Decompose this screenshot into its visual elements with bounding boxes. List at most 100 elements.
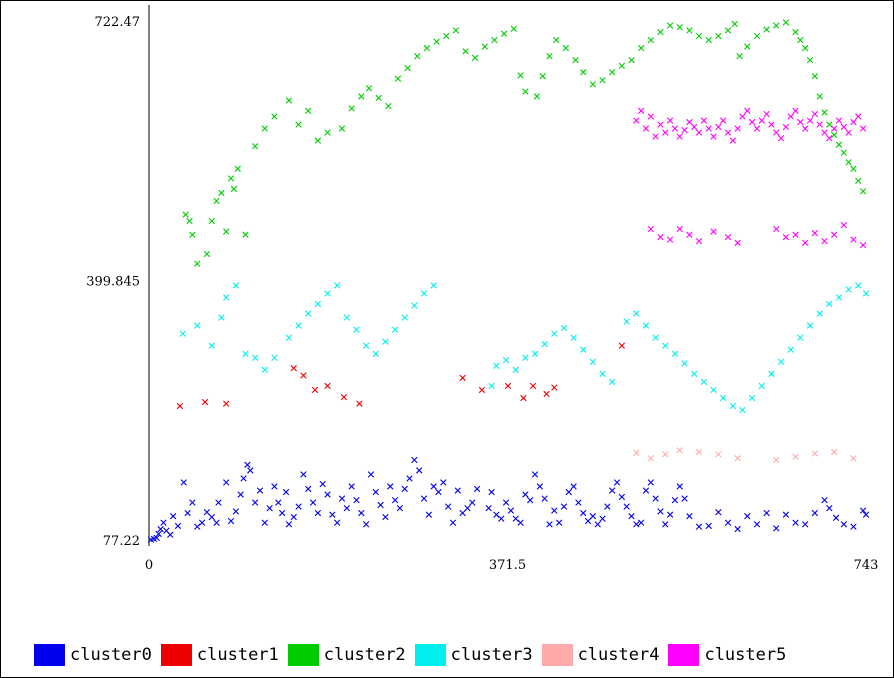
point-cluster0-114 bbox=[676, 483, 683, 490]
point-cluster4-2 bbox=[662, 451, 669, 458]
point-cluster3-27 bbox=[493, 362, 500, 370]
point-cluster2-10 bbox=[230, 185, 238, 193]
point-cluster5-34 bbox=[797, 118, 804, 126]
point-cluster0-126 bbox=[782, 511, 790, 518]
point-cluster4-1 bbox=[647, 455, 654, 462]
point-cluster0-111 bbox=[662, 521, 669, 528]
point-cluster0-80 bbox=[512, 515, 519, 522]
point-cluster5-42 bbox=[835, 117, 843, 124]
legend-label: cluster0 bbox=[70, 645, 152, 665]
point-cluster5-65 bbox=[850, 236, 857, 243]
point-cluster0-10 bbox=[180, 479, 187, 486]
point-cluster2-55 bbox=[647, 36, 654, 44]
point-cluster2-24 bbox=[365, 85, 373, 92]
point-cluster0-8 bbox=[169, 513, 177, 520]
point-cluster1-1 bbox=[201, 398, 209, 406]
legend-label: cluster1 bbox=[196, 645, 279, 665]
point-cluster0-22 bbox=[237, 491, 244, 498]
legend-label: cluster5 bbox=[704, 645, 787, 665]
point-cluster0-119 bbox=[715, 509, 722, 516]
point-cluster2-2 bbox=[189, 231, 196, 238]
point-cluster3-33 bbox=[551, 330, 558, 337]
point-cluster0-43 bbox=[329, 511, 336, 518]
point-cluster5-52 bbox=[686, 231, 693, 238]
point-cluster0-31 bbox=[275, 499, 282, 506]
point-cluster1-11 bbox=[504, 382, 512, 390]
point-cluster2-76 bbox=[816, 93, 823, 100]
point-cluster0-75 bbox=[488, 488, 495, 496]
point-cluster5-35 bbox=[802, 125, 809, 132]
legend-swatch bbox=[160, 644, 192, 666]
point-cluster0-134 bbox=[850, 523, 857, 530]
point-cluster0-5 bbox=[160, 519, 167, 526]
point-cluster5-41 bbox=[830, 125, 838, 132]
point-cluster2-15 bbox=[271, 113, 278, 120]
point-cluster0-101 bbox=[613, 479, 621, 486]
point-cluster0-104 bbox=[628, 513, 635, 520]
point-cluster0-110 bbox=[657, 508, 664, 515]
point-cluster2-11 bbox=[234, 165, 241, 172]
point-cluster5-9 bbox=[676, 133, 683, 140]
point-cluster3-42 bbox=[642, 322, 650, 329]
point-cluster2-16 bbox=[285, 97, 293, 104]
point-cluster0-88 bbox=[551, 507, 558, 514]
point-cluster0-82 bbox=[522, 491, 529, 498]
point-cluster4-6 bbox=[734, 455, 741, 462]
point-cluster0-18 bbox=[215, 499, 222, 506]
point-cluster5-4 bbox=[652, 133, 659, 140]
point-cluster4-0 bbox=[633, 449, 640, 456]
point-cluster2-14 bbox=[261, 125, 268, 132]
point-cluster3-29 bbox=[512, 366, 519, 374]
point-cluster0-128 bbox=[802, 521, 809, 528]
point-cluster5-0 bbox=[633, 117, 640, 124]
point-cluster5-15 bbox=[705, 125, 712, 132]
point-cluster5-44 bbox=[845, 129, 852, 136]
point-cluster2-7 bbox=[218, 189, 225, 197]
point-cluster5-59 bbox=[792, 231, 799, 238]
point-cluster4-10 bbox=[830, 448, 838, 456]
point-cluster2-54 bbox=[637, 44, 645, 52]
point-cluster2-45 bbox=[553, 36, 560, 44]
point-cluster2-48 bbox=[580, 69, 587, 76]
point-cluster3-63 bbox=[845, 286, 852, 293]
point-cluster3-4 bbox=[223, 294, 230, 301]
point-cluster3-24 bbox=[420, 290, 428, 297]
point-cluster0-84 bbox=[531, 471, 539, 478]
point-cluster5-57 bbox=[773, 225, 780, 233]
point-cluster3-14 bbox=[324, 290, 331, 297]
legend: cluster0 cluster1 cluster2 cluster3 cluster4… bbox=[34, 644, 795, 666]
point-cluster5-8 bbox=[671, 125, 679, 132]
series-cluster2 bbox=[182, 19, 867, 267]
point-cluster0-73 bbox=[473, 485, 481, 493]
point-cluster0-81 bbox=[517, 519, 524, 526]
point-cluster0-53 bbox=[377, 501, 384, 509]
point-cluster0-115 bbox=[681, 495, 688, 502]
point-cluster2-47 bbox=[572, 56, 579, 64]
point-cluster1-5 bbox=[311, 386, 319, 394]
point-cluster2-38 bbox=[500, 30, 508, 37]
point-cluster0-118 bbox=[705, 522, 712, 530]
point-cluster3-36 bbox=[580, 346, 587, 353]
point-cluster2-39 bbox=[510, 25, 517, 33]
point-cluster2-50 bbox=[599, 77, 606, 84]
point-cluster0-74 bbox=[485, 505, 492, 512]
point-cluster3-59 bbox=[806, 322, 814, 329]
legend-label: cluster3 bbox=[450, 645, 533, 665]
point-cluster3-37 bbox=[589, 358, 597, 365]
point-cluster2-40 bbox=[517, 72, 524, 79]
point-cluster2-17 bbox=[295, 121, 302, 128]
point-cluster2-46 bbox=[562, 44, 570, 52]
point-cluster5-13 bbox=[695, 129, 703, 136]
point-cluster5-55 bbox=[724, 233, 732, 241]
point-cluster0-28 bbox=[261, 519, 268, 526]
point-cluster2-21 bbox=[338, 125, 346, 132]
point-cluster1-7 bbox=[340, 394, 348, 401]
point-cluster0-40 bbox=[314, 509, 322, 517]
point-cluster3-54 bbox=[758, 382, 765, 390]
point-cluster0-89 bbox=[555, 519, 563, 526]
point-cluster5-3 bbox=[647, 113, 654, 120]
point-cluster2-60 bbox=[695, 32, 703, 40]
point-cluster2-44 bbox=[546, 52, 553, 60]
point-cluster2-84 bbox=[855, 177, 862, 185]
point-cluster4-8 bbox=[792, 453, 799, 460]
